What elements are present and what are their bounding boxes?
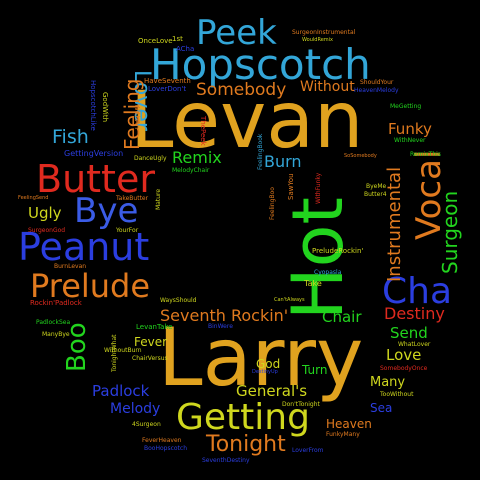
word-fever-heaven: FeverHeaven [142,437,182,444]
word-prelude: Prelude [30,267,151,305]
word-melody-chair: MelodyChair [172,167,210,174]
word-chair: Chair [322,308,362,326]
word-lover-dont: LoverDon't [148,85,187,93]
word-butter4: Butter4 [364,191,387,198]
word-chair-versus: ChairVersus [132,355,168,362]
word-butter: Butter [36,157,155,201]
word-saw-you: SawYou [287,173,295,200]
word-4surgeon: 4Surgeon [132,421,161,428]
word-peanut: Peanut [18,225,150,269]
word-fever: Fever [134,335,168,349]
word-have-seventh: HaveSeventh [144,77,191,85]
word-somebody: Somebody [196,80,287,100]
word-seventh-destiny: SeventhDestiny [202,457,250,464]
word-bye: Bye [74,191,139,231]
word-with-never: WithNever [394,137,426,144]
word-can-always: Can'tAlways [274,297,305,303]
word-levan-take: LevanTake [136,323,173,331]
word-surgeon-instrumental: SurgeonInstrumental [292,29,356,36]
word-a-cha: ACha [176,45,195,53]
word-so-somebody: SoSomebody [344,153,377,159]
word-getting-version: GettingVersion [64,149,124,158]
word-rockin-padlock: Rockin'Padlock [30,299,82,307]
word-remix-this: RemixThis [410,151,441,158]
word-peek: Peek [196,13,277,53]
word-larry: Larry [158,311,364,404]
word-burn: Burn [264,152,302,171]
word-burn-levan: BurnLevan [54,263,87,270]
word-tonight: Tonight [206,432,286,457]
word-somebody-once: SomebodyOnce [380,365,428,372]
word-bye-me: ByeMe [366,183,387,190]
word-cyopasla: Cyopasla [314,269,342,276]
word-god-with: GodWith [101,92,109,123]
word-ist: 1st [172,35,183,43]
word-too-without: TooWithout [380,391,414,398]
word-love: Love [386,346,422,364]
word-feeling-book: FeelingBook [257,133,264,170]
word-with-funky: WithFunky [315,172,322,204]
word-hopscotch: Hopscotch [150,40,371,89]
word-hopscotch-like: HopscotchLike [89,80,97,131]
word-sea: Sea [370,401,393,415]
word-destiny-up: DestinyUp [252,369,278,375]
word-your-for: YourFor [116,227,139,234]
word-me-getting: MeGetting [390,103,422,110]
word-what-lover: WhatLover [398,341,431,348]
word-the-peek: ThePeek [199,116,207,146]
word-without-burn: WithoutBurn [104,347,142,354]
word-should-your: ShouldYour [360,79,394,86]
word-lover-from: LoverFrom [292,447,324,454]
word-turn: Turn [302,363,328,377]
word-feeling-boo: FeelingBoo [269,187,276,220]
word-tonight-what: TonightWhat [111,334,118,372]
word-dont-tonight: Don'tTonight [282,401,320,408]
word-generals: General's [236,382,308,400]
word-without: Without [300,79,355,95]
word-destiny: Destiny [384,304,445,323]
word-instrumental: Instrumental [384,166,405,282]
word-remix: Remix [172,148,222,167]
word-heaven: Heaven [326,417,372,431]
word-many-bye: ManyBye [42,331,70,338]
word-would-remix: WouldRemix [302,37,333,43]
word-once-love: OnceLove [138,37,173,45]
word-ugly: Ugly [28,204,62,222]
word-prelude-rockin: PreludeRockin' [312,247,364,255]
word-dance-ugly: DanceUgly [134,155,167,162]
word-feeling-send: FeelingSend [18,195,49,201]
word-melody: Melody [110,401,161,417]
word-many: Many [370,375,406,390]
word-take: Take [304,279,322,288]
word-padlock-sea: PadlockSea [36,319,71,326]
word-seventh-rockin: Seventh Rockin' [160,306,289,325]
word-surgeon: Surgeon [438,190,462,274]
word-surgeon-god: SurgeonGod [28,227,66,234]
word-getting: Getting [176,397,310,438]
word-god: God [256,357,281,371]
word-cha: Cha [382,271,453,312]
word-funky: Funky [388,120,432,138]
word-fish: Fish [52,126,89,148]
word-send: Send [390,324,428,342]
word-take-butter: TakeButter [116,195,149,202]
word-ways-should: WaysShould [160,297,197,304]
word-heaven-melody: HeavenMelody [354,87,399,94]
word-with-ah: WithAh [133,104,141,130]
word-boo: Boo [62,322,92,372]
word-boo-hopscotch: BooHopscotch [144,445,187,452]
word-mature: Mature [155,188,162,210]
word-bin-were: BinWere [208,323,233,330]
word-padlock: Padlock [92,382,150,400]
word-levan: Levan [130,76,364,166]
word-funky-many: FunkyMany [326,431,360,438]
